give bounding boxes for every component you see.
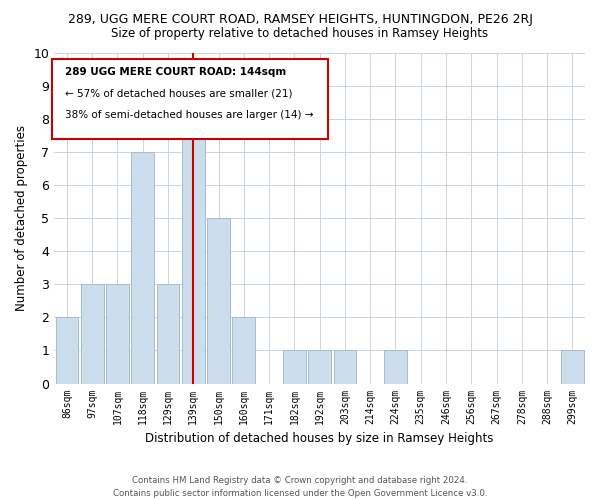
Text: ← 57% of detached houses are smaller (21): ← 57% of detached houses are smaller (21… [65,89,292,99]
Bar [334,350,356,384]
Bar [308,350,331,384]
Bar [561,350,584,384]
Bar [81,284,104,384]
Bar [283,350,306,384]
X-axis label: Distribution of detached houses by size in Ramsey Heights: Distribution of detached houses by size … [145,432,494,445]
Text: 38% of semi-detached houses are larger (14) →: 38% of semi-detached houses are larger (… [65,110,313,120]
Text: Contains HM Land Registry data © Crown copyright and database right 2024.
Contai: Contains HM Land Registry data © Crown c… [113,476,487,498]
Bar [56,318,78,384]
FancyBboxPatch shape [52,59,328,138]
Bar [106,284,129,384]
Bar [131,152,154,384]
Bar [384,350,407,384]
Y-axis label: Number of detached properties: Number of detached properties [15,125,28,311]
Bar [182,118,205,384]
Bar [157,284,179,384]
Bar [207,218,230,384]
Text: 289, UGG MERE COURT ROAD, RAMSEY HEIGHTS, HUNTINGDON, PE26 2RJ: 289, UGG MERE COURT ROAD, RAMSEY HEIGHTS… [68,12,532,26]
Text: 289 UGG MERE COURT ROAD: 144sqm: 289 UGG MERE COURT ROAD: 144sqm [65,68,286,78]
Bar [232,318,255,384]
Text: Size of property relative to detached houses in Ramsey Heights: Size of property relative to detached ho… [112,28,488,40]
